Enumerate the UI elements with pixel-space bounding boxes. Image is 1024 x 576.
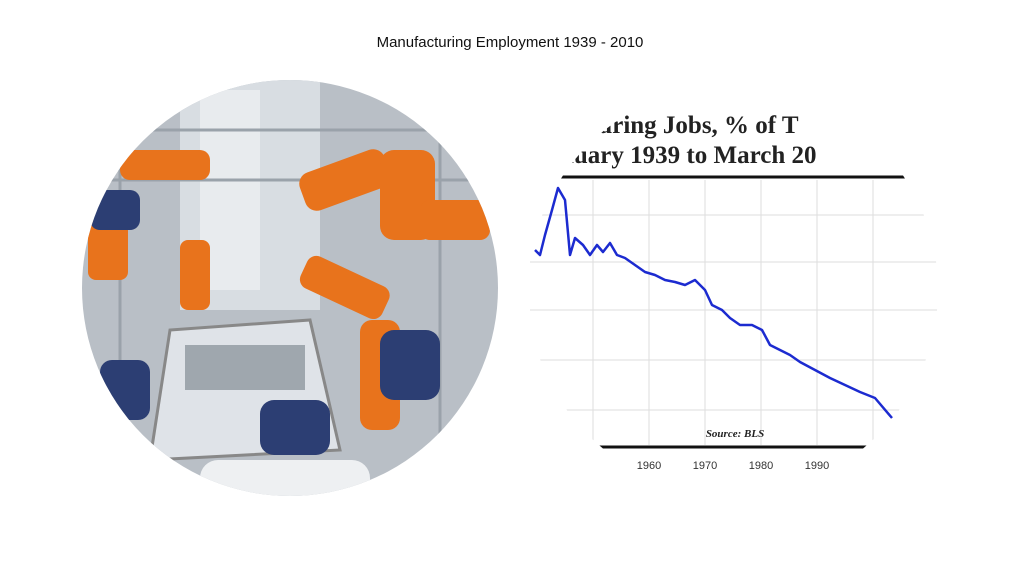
slide-title: Manufacturing Employment 1939 - 2010 <box>377 34 644 51</box>
factory-photo <box>82 80 498 496</box>
x-tick-label: 1970 <box>693 460 717 472</box>
image-heading: turing Jobs, % of T <box>590 112 799 139</box>
x-tick-label: 1990 <box>805 460 829 472</box>
chart-picture: turing Jobs, % of T nuary 1939 to March … <box>528 85 938 495</box>
x-tick-label: 1980 <box>749 460 773 472</box>
x-tick-label: 1960 <box>637 460 661 472</box>
image-source: Source: BLS <box>706 428 764 440</box>
image-heading: nuary 1939 to March 20 <box>560 142 816 169</box>
